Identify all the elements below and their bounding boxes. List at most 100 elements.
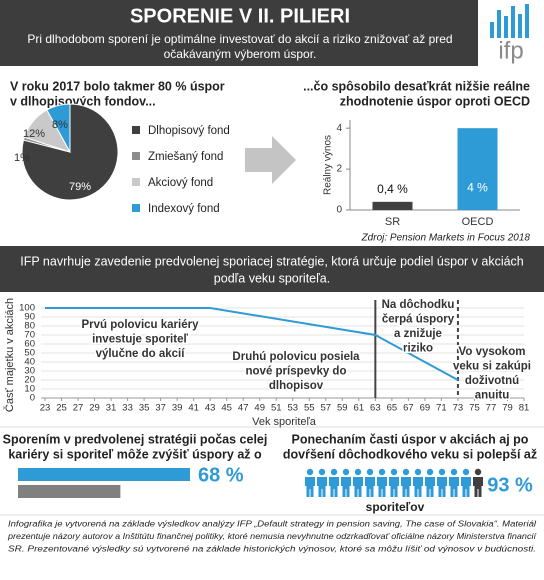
annotation: Prvú polovicu kariéry (82, 319, 200, 331)
legend-swatch (132, 126, 140, 134)
annotation: výlučne do akcií (96, 348, 186, 360)
footer-text: prezentuje názory autorov a Inštitútu fi… (7, 531, 538, 541)
bar (457, 128, 498, 210)
highlight-value: 93 % (487, 474, 533, 496)
y-tick-label: 70 (24, 330, 35, 341)
x-tick-label: 81 (519, 403, 530, 414)
y-tick-label: 100 (19, 303, 35, 314)
x-tick-label: 59 (337, 403, 348, 414)
pie-slice (46, 103, 71, 153)
annotation: a znižuje (394, 328, 442, 340)
annotation: dlhopisov (269, 380, 324, 392)
statement: Sporením v predvolenej stratégii počas c… (3, 432, 268, 446)
person-body (353, 477, 363, 497)
person-body (329, 477, 339, 497)
person-body (389, 477, 399, 497)
x-tick-label: 45 (221, 403, 232, 414)
y-axis-label: Časť majetku v akciách (3, 298, 16, 412)
x-tick-label: 41 (188, 403, 199, 414)
y-tick-label: 80 (24, 321, 35, 332)
data-label: 12% (23, 128, 45, 140)
subtitle: očakávaným výberom úspor. (164, 47, 317, 61)
data-label: 1% (14, 152, 30, 164)
x-tick-label: 67 (403, 403, 414, 414)
y-axis-label: Reálny výnos (323, 135, 334, 195)
legend-swatch (132, 204, 140, 212)
x-tick-label: 31 (106, 403, 117, 414)
annotation: anuitu (475, 390, 510, 402)
header-band (0, 0, 478, 66)
person-body (365, 477, 375, 497)
x-tick-label: 55 (304, 403, 315, 414)
x-tick-label: 69 (420, 403, 431, 414)
legend-swatch (132, 152, 140, 160)
x-tick-label: 79 (502, 403, 513, 414)
y-tick-label: 0 (30, 393, 35, 404)
bar (18, 468, 190, 481)
logo-text: ifp (498, 37, 523, 64)
x-axis-label: Vek sporiteľa (252, 416, 317, 428)
x-tick-label: 35 (139, 403, 150, 414)
y-tick-label: 4 (336, 123, 342, 134)
x-tick-label: 61 (354, 403, 365, 414)
y-tick-label: 2 (336, 164, 342, 175)
person-body (341, 477, 351, 497)
x-tick-label: 27 (73, 403, 84, 414)
statement: kariéry si sporiteľ môže zvýšiť úspory a… (8, 447, 262, 461)
annotation: doživotnú (465, 375, 519, 387)
x-tick-label: 33 (122, 403, 133, 414)
subtitle: Pri dlhodobom sporení je optimálne inves… (27, 32, 452, 46)
caption: sporiteľov (366, 500, 425, 514)
annotation: riziko (403, 343, 433, 355)
y-tick-label: 50 (24, 348, 35, 359)
x-tick-label: 71 (436, 403, 447, 414)
x-tick-label: 47 (238, 403, 249, 414)
y-tick-label: 10 (24, 384, 35, 395)
x-tick-label: 23 (40, 403, 51, 414)
banner-text: IFP navrhuje zavedenie predvolenej spori… (20, 254, 524, 268)
x-tick-label: 51 (271, 403, 282, 414)
title: SPORENIE V II. PILIERI (130, 5, 350, 27)
y-tick-label: 30 (24, 366, 35, 377)
person-body (437, 477, 447, 497)
annotation: Druhú polovicu posiela (232, 351, 360, 363)
person-head (378, 468, 386, 476)
line (45, 307, 459, 381)
person-head (390, 468, 398, 476)
person-head (402, 468, 410, 476)
person-body (449, 477, 459, 497)
annotation: čerpá úspory (382, 314, 455, 326)
person-body (461, 477, 471, 497)
y-tick-label: 90 (24, 312, 35, 323)
source: Zdroj: Pension Markets in Focus 2018 (361, 233, 531, 244)
banner-band (0, 246, 544, 292)
x-tick-label: 29 (89, 403, 100, 414)
x-tick-label: 75 (469, 403, 480, 414)
statement: Ponechaním časti úspor v akciách aj po (292, 432, 529, 446)
chart-title: V roku 2017 bolo takmer 80 % úspor (10, 79, 225, 93)
person-head (306, 468, 314, 476)
annotation: Vo vysokom (459, 346, 526, 358)
legend-label: Indexový fond (148, 203, 220, 215)
annotation: investuje sporiteľ (92, 334, 188, 346)
person-head (474, 468, 482, 476)
person-body (305, 477, 315, 497)
y-tick-label: 40 (24, 357, 35, 368)
x-tick-label: 37 (155, 403, 166, 414)
person-body (401, 477, 411, 497)
x-tick-label: 57 (321, 403, 332, 414)
chart-title: zhodnotenie úspor oproti OECD (340, 94, 530, 108)
person-head (366, 468, 374, 476)
person-body (317, 477, 327, 497)
annotation: veku si zakúpi (453, 361, 531, 373)
chart-title: v dlhopisových fondov... (10, 94, 156, 108)
person-body (473, 477, 483, 497)
highlight-value: 68 % (198, 464, 244, 486)
x-tick-label: 73 (453, 403, 464, 414)
x-tick-label: SR (385, 216, 400, 228)
y-tick-label: 20 (24, 375, 35, 386)
person-head (342, 468, 350, 476)
data-label: 4 % (467, 180, 488, 194)
